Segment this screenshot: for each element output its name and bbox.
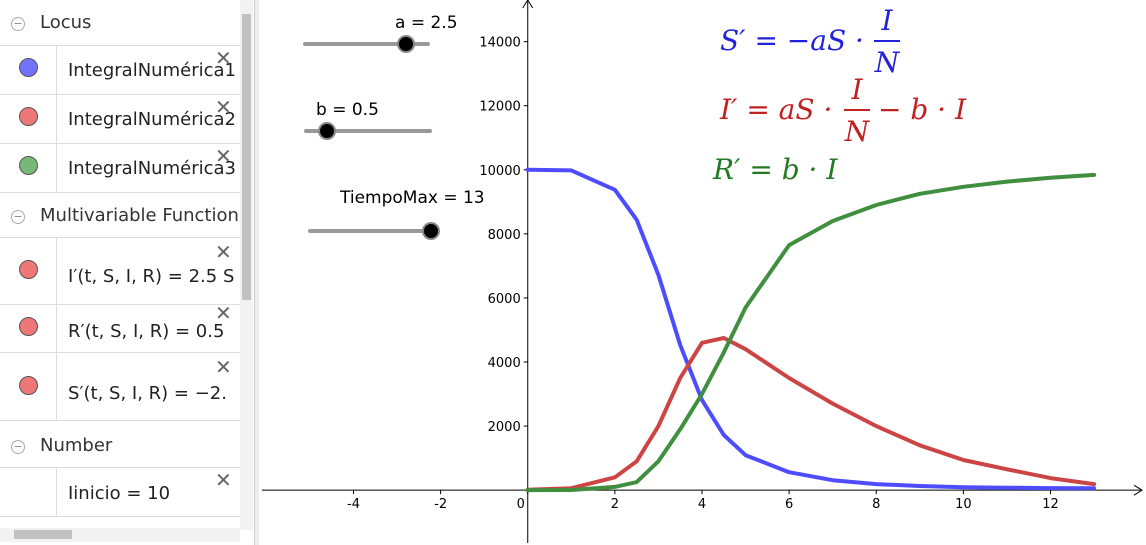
equation-denominator: N xyxy=(844,115,871,148)
y-tick-label: 10000 xyxy=(479,164,520,179)
item-text: IntegralNumérica1 xyxy=(68,60,236,81)
x-tick-label: 6 xyxy=(785,497,793,512)
equation-numerator: I xyxy=(880,4,893,37)
curve xyxy=(525,336,1097,492)
curve xyxy=(525,172,1097,493)
item-row[interactable]: S′(t, S, I, R) = −2. ✕ xyxy=(0,353,240,421)
y-tick-label: 14000 xyxy=(479,36,520,51)
delete-button[interactable]: ✕ xyxy=(215,95,232,119)
delete-button[interactable]: ✕ xyxy=(215,468,232,492)
section-header[interactable]: − Multivariable Function xyxy=(0,193,240,238)
item-row[interactable]: IntegralNumérica1 ✕ xyxy=(0,46,240,95)
section-title: Locus xyxy=(40,12,92,33)
y-tick-label: 12000 xyxy=(479,100,520,115)
x-tick-label: 4 xyxy=(698,497,706,512)
section-title: Number xyxy=(40,435,113,456)
delete-button[interactable]: ✕ xyxy=(215,46,232,70)
x-tick-label: 10 xyxy=(955,497,972,512)
delete-button[interactable]: ✕ xyxy=(215,301,232,325)
equation-denominator: N xyxy=(874,46,901,79)
scroll-thumb[interactable] xyxy=(14,530,72,539)
item-row[interactable]: Iinicio = 10 ✕ xyxy=(0,468,240,517)
y-tick-label: 6000 xyxy=(488,292,521,307)
x-tick-label: -4 xyxy=(347,497,360,512)
slider[interactable]: TiempoMax = 13 xyxy=(308,188,485,240)
slider-label: TiempoMax = 13 xyxy=(339,188,485,208)
item-text: S′(t, S, I, R) = −2. xyxy=(68,383,227,404)
item-text: IntegralNumérica2 xyxy=(68,109,236,130)
slider[interactable]: b = 0.5 xyxy=(304,100,432,140)
section-header[interactable]: − Locus xyxy=(0,0,240,46)
x-tick-label: -2 xyxy=(434,497,447,512)
item-row[interactable]: R′(t, S, I, R) = 0.5 ✕ xyxy=(0,301,240,353)
item-text: IntegralNumérica3 xyxy=(68,158,236,179)
equation-text: S′ = −aS · xyxy=(720,24,864,57)
slider-label: b = 0.5 xyxy=(316,100,379,120)
equation-text: − b · I xyxy=(878,93,967,126)
item-row[interactable]: IntegralNumérica2 ✕ xyxy=(0,95,240,144)
delete-button[interactable]: ✕ xyxy=(215,355,232,379)
y-tick-label: 2000 xyxy=(488,420,521,435)
curve xyxy=(525,167,1097,491)
section-title: Multivariable Function xyxy=(40,205,239,226)
equation-text: I′ = aS · xyxy=(719,93,832,126)
algebra-view: − Locus IntegralNumérica1 ✕ IntegralNuméri… xyxy=(0,0,240,545)
x-tick-label: 2 xyxy=(611,497,619,512)
delete-button[interactable]: ✕ xyxy=(215,144,232,168)
y-axis-arrow xyxy=(522,0,534,9)
y-tick-label: 8000 xyxy=(488,228,521,243)
equation: S′ = −aS · I N xyxy=(720,4,901,79)
x-tick-label: 12 xyxy=(1042,497,1059,512)
section-header[interactable]: − Number xyxy=(0,421,240,468)
equation: R′ = b · I xyxy=(712,153,838,186)
equation-numerator: I xyxy=(850,73,863,106)
panel-divider[interactable] xyxy=(254,0,259,545)
slider-label: a = 2.5 xyxy=(395,13,458,33)
item-row[interactable]: I′(t, S, I, R) = 2.5 S ✕ xyxy=(0,238,240,305)
item-text: I′(t, S, I, R) = 2.5 S xyxy=(68,266,235,287)
x-axis-arrow xyxy=(1133,484,1143,496)
delete-button[interactable]: ✕ xyxy=(215,240,232,264)
plot: -4 -2 0 2 4 6 8 10 12 2000 4000 6000 8000 10000 12000 1… xyxy=(262,0,1143,543)
equation-text: R′ = b · I xyxy=(712,153,838,186)
x-tick-label: 0 xyxy=(517,497,525,512)
slider[interactable]: a = 2.5 xyxy=(303,13,458,53)
item-text: Iinicio = 10 xyxy=(68,483,171,504)
y-tick-label: 4000 xyxy=(488,356,521,371)
equation: I′ = aS · I N − b · I xyxy=(719,73,967,148)
scroll-thumb[interactable] xyxy=(242,14,251,300)
item-text: R′(t, S, I, R) = 0.5 xyxy=(68,321,225,342)
x-tick-label: 8 xyxy=(872,497,880,512)
item-row[interactable]: IntegralNumérica3 ✕ xyxy=(0,144,240,193)
